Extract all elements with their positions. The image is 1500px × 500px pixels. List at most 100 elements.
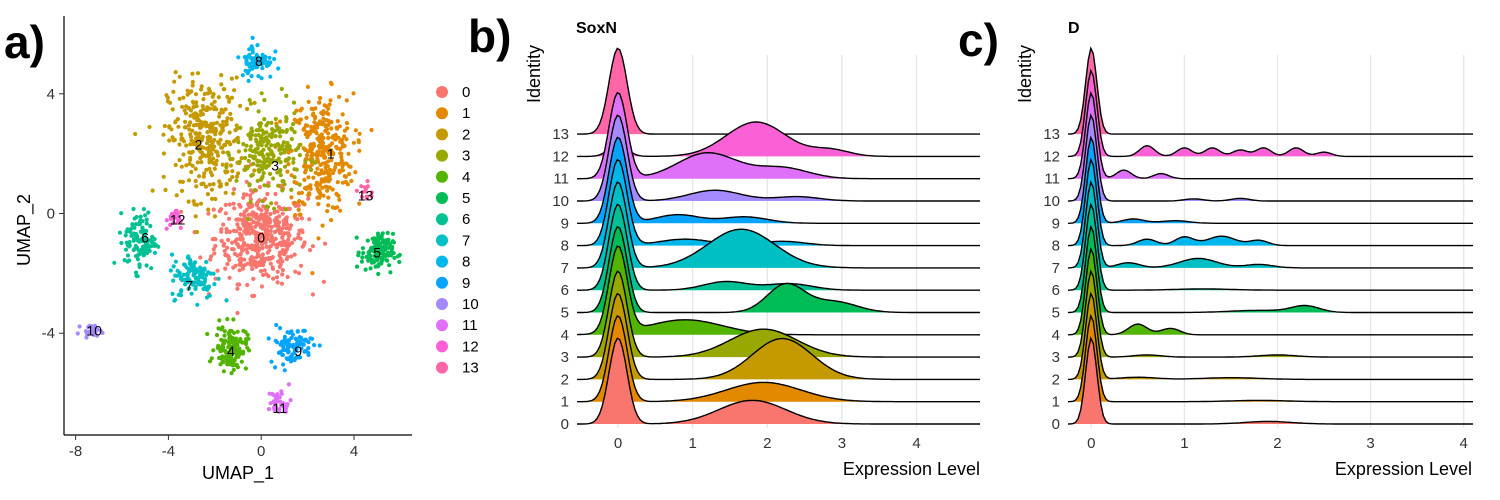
umap-point <box>357 148 362 153</box>
ridge-fill <box>1068 271 1473 358</box>
umap-point <box>250 266 255 272</box>
umap-point <box>292 237 297 242</box>
umap-point <box>288 398 293 403</box>
umap-point <box>278 151 283 156</box>
ridge-category-label: 2 <box>561 371 569 388</box>
panel-label-c: c) <box>958 14 999 66</box>
umap-point <box>234 237 240 242</box>
umap-point <box>193 276 199 281</box>
umap-point <box>232 251 237 256</box>
umap-point <box>277 253 282 258</box>
umap-point <box>200 134 205 139</box>
umap-point <box>143 246 148 252</box>
umap-point <box>251 245 256 250</box>
umap-point <box>124 229 129 234</box>
umap-point <box>273 191 278 197</box>
umap-point <box>252 188 257 193</box>
umap-point <box>198 201 204 206</box>
umap-point <box>251 276 256 281</box>
umap-point <box>295 329 300 334</box>
ridge-outline <box>577 203 980 291</box>
umap-point <box>326 106 331 111</box>
umap-point <box>340 144 345 149</box>
legend-swatch <box>436 149 448 162</box>
umap-point <box>209 102 214 107</box>
umap-point <box>340 112 345 117</box>
umap-point <box>119 211 124 216</box>
umap-point <box>246 68 252 73</box>
umap-point <box>325 185 330 190</box>
umap-point <box>248 136 253 141</box>
ridge-category-label: 11 <box>553 171 569 188</box>
umap-point <box>292 200 297 205</box>
umap-point <box>227 202 232 207</box>
umap-point <box>353 128 358 133</box>
umap-point <box>255 43 260 48</box>
umap-point <box>303 348 308 353</box>
umap-point <box>289 187 294 192</box>
umap-point <box>249 126 254 131</box>
umap-point <box>277 409 282 414</box>
ridge-category-label: 10 <box>1043 193 1060 210</box>
umap-point <box>340 180 345 185</box>
umap-point <box>388 270 393 275</box>
umap-point <box>310 112 315 118</box>
umap-point <box>147 124 152 130</box>
umap-point <box>197 131 202 136</box>
umap-point <box>302 328 307 333</box>
ridge-x-tick-label: 1 <box>689 435 697 452</box>
umap-point <box>295 217 300 222</box>
umap-point <box>386 250 391 255</box>
umap-point <box>369 194 374 199</box>
umap-point <box>253 133 258 138</box>
umap-point <box>188 113 193 118</box>
umap-point <box>217 318 222 323</box>
umap-point <box>275 221 280 226</box>
umap-point <box>247 153 252 158</box>
umap-point <box>326 131 331 136</box>
umap-point <box>268 74 273 79</box>
legend-label: 2 <box>462 126 470 143</box>
umap-point <box>207 359 213 364</box>
legend-label: 5 <box>462 190 470 207</box>
umap-point <box>223 169 228 174</box>
umap-point <box>356 140 361 145</box>
umap-point <box>245 54 250 59</box>
umap-point <box>213 196 218 202</box>
umap-point <box>255 142 260 147</box>
umap-point <box>276 204 282 210</box>
umap-point <box>183 119 188 124</box>
umap-point <box>289 173 294 178</box>
umap-point <box>316 202 321 207</box>
umap-point <box>191 199 196 204</box>
umap-point <box>305 84 310 89</box>
umap-point <box>243 329 248 335</box>
umap-point <box>281 218 286 224</box>
umap-point <box>268 211 273 217</box>
umap-point <box>243 148 248 153</box>
umap-axes: -8 -4 0 4 -4 0 4 <box>42 16 412 460</box>
umap-point <box>243 366 248 371</box>
umap-point <box>260 199 265 204</box>
umap-point <box>280 268 285 273</box>
umap-point <box>228 163 234 168</box>
umap-point <box>285 246 290 252</box>
umap-point <box>284 129 289 134</box>
umap-point <box>264 210 269 215</box>
umap-point <box>306 340 311 345</box>
umap-point <box>222 241 227 246</box>
umap-point <box>224 298 229 303</box>
umap-point <box>232 206 237 211</box>
umap-point <box>259 76 264 81</box>
umap-point <box>366 258 371 263</box>
umap-point <box>244 58 249 63</box>
umap-point <box>359 194 365 199</box>
umap-point <box>190 71 195 76</box>
umap-point <box>218 362 223 367</box>
umap-point <box>260 232 265 237</box>
umap-point <box>387 241 393 246</box>
umap-point <box>264 135 269 140</box>
umap-point <box>285 402 290 407</box>
umap-point <box>214 158 219 163</box>
umap-point <box>284 119 289 124</box>
